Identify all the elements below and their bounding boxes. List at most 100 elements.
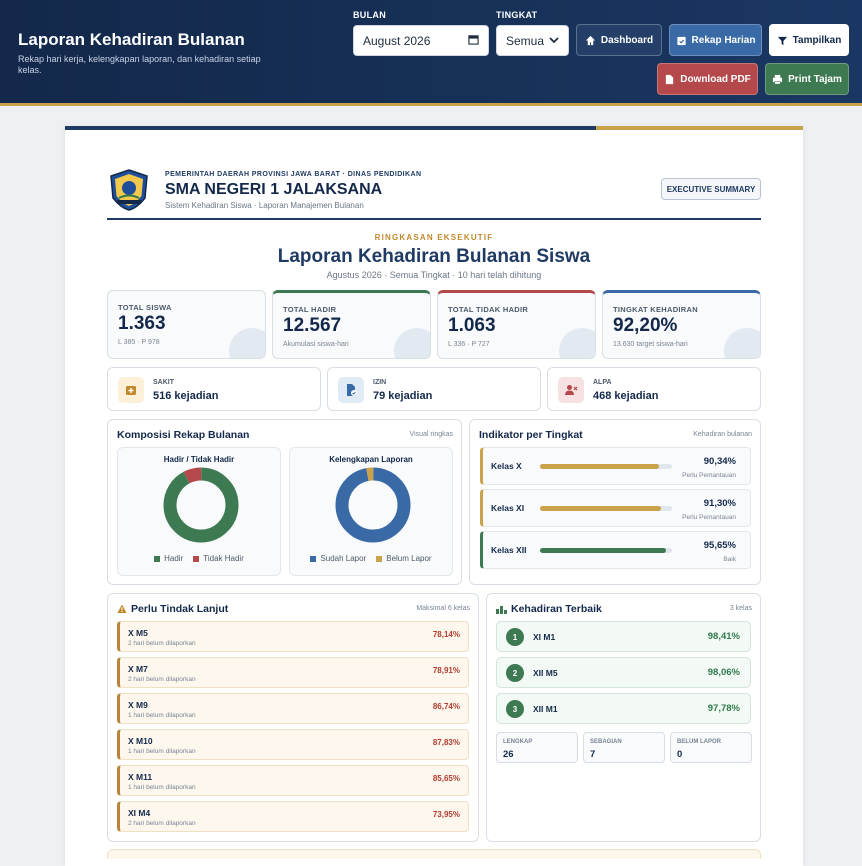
indikator-percent: 91,30% (703, 498, 736, 509)
stat-decoration (394, 328, 430, 358)
indikator-label: Kelas X (491, 461, 522, 471)
home-icon (585, 35, 595, 45)
podium-icon (496, 606, 507, 614)
stat-decoration (559, 328, 595, 358)
best-row: 2 XII M5 98,06% (496, 657, 751, 688)
download-pdf-button[interactable]: Download PDF (657, 63, 758, 95)
hadir-donut-chart (163, 467, 239, 543)
absence-label: IZIN (373, 379, 387, 386)
stat-note: 13.630 target siswa-hari (613, 341, 688, 348)
stat-value: 12.567 (283, 315, 342, 336)
calendar-check-icon (676, 36, 686, 45)
stat-decoration (724, 328, 760, 358)
stat-card-total-hadir: TOTAL HADIR 12.567 Akumulasi siswa-hari (272, 290, 431, 359)
stat-value: 1.363 (118, 313, 166, 334)
laporan-chart-title: Kelengkapan Laporan (329, 455, 413, 464)
absence-label: ALPA (593, 379, 612, 386)
legend-item-sudah-lapor: Sudah Lapor (310, 554, 366, 563)
composition-title: Komposisi Rekap Bulanan (117, 429, 250, 441)
stat-label: TINGKAT KEHADIRAN (613, 305, 698, 314)
printer-icon (773, 74, 783, 84)
indikator-status: Baik (723, 556, 736, 563)
stat-note: L 336 · P 727 (448, 341, 490, 348)
indikator-progress-bar (540, 506, 672, 511)
hadir-chart-card: Hadir / Tidak Hadir Hadir Tidak Hadir (117, 447, 281, 576)
warning-icon (117, 604, 127, 613)
count-lengkap: LENGKAP 26 (496, 732, 578, 763)
legend-item-belum-lapor: Belum Lapor (376, 554, 432, 563)
tindak-lanjut-note: Maksimal 6 kelas (416, 605, 470, 612)
school-name: SMA NEGERI 1 JALAKSANA (165, 181, 383, 198)
composition-note: Visual ringkas (409, 431, 453, 438)
rank-badge: 2 (506, 664, 524, 682)
dashboard-label: Dashboard (600, 34, 654, 46)
indikator-label: Kelas XI (491, 503, 525, 513)
list-item: XI M4 2 hari belum dilaporkan 73,95% (117, 801, 469, 832)
indikator-row-kelas-xii: Kelas XII 95,65% Baik (480, 531, 751, 569)
indikator-progress-bar (540, 464, 672, 469)
bulan-value: August 2026 (363, 33, 431, 48)
chevron-down-icon (549, 34, 559, 48)
tindak-lanjut-title: Perlu Tindak Lanjut (117, 603, 228, 615)
report-kicker: RINGKASAN EKSEKUTIF (374, 233, 494, 242)
indikator-status: Perlu Pemantauan (682, 472, 736, 479)
calendar-icon (468, 34, 479, 48)
terbaik-title: Kehadiran Terbaik (496, 603, 602, 615)
stat-decoration (229, 328, 265, 358)
stat-card-total-tidak-hadir: TOTAL TIDAK HADIR 1.063 L 336 · P 727 (437, 290, 596, 359)
best-row: 1 XI M1 98,41% (496, 621, 751, 652)
stat-label: TOTAL HADIR (283, 305, 337, 314)
composition-panel: Komposisi Rekap Bulanan Visual ringkas H… (107, 419, 462, 585)
executive-summary-badge: EXECUTIVE SUMMARY (661, 178, 761, 200)
sakit-card: SAKIT 516 kejadian (107, 367, 321, 411)
document-check-icon (338, 377, 364, 403)
list-item: X M7 2 hari belum dilaporkan 78,91% (117, 657, 469, 688)
stat-note: L 385 · P 978 (118, 339, 160, 346)
absence-value: 516 kejadian (153, 390, 219, 402)
tingkat-label: TINGKAT (496, 10, 538, 20)
print-tajam-button[interactable]: Print Tajam (765, 63, 849, 95)
indikator-percent: 90,34% (703, 456, 736, 467)
download-pdf-label: Download PDF (680, 73, 751, 85)
donut-slice-sudah-lapor (335, 467, 411, 543)
indikator-label: Kelas XII (491, 545, 527, 555)
hadir-chart-legend: Hadir Tidak Hadir (118, 554, 280, 563)
absence-value: 468 kejadian (593, 390, 659, 402)
izin-card: IZIN 79 kejadian (327, 367, 541, 411)
tindak-lanjut-panel: Perlu Tindak Lanjut Maksimal 6 kelas X M… (107, 593, 479, 842)
absence-label: SAKIT (153, 379, 174, 386)
indikator-title: Indikator per Tingkat (479, 429, 583, 441)
government-label: PEMERINTAH DAERAH PROVINSI JAWA BARAT · … (165, 171, 422, 178)
list-item: X M9 1 hari belum dilaporkan 86,74% (117, 693, 469, 724)
paper-top-bar-gold (596, 126, 803, 130)
report-paper: PEMERINTAH DAERAH PROVINSI JAWA BARAT · … (65, 126, 803, 866)
bulan-input[interactable]: August 2026 (353, 25, 489, 56)
indikator-progress-bar (540, 548, 672, 553)
rekap-harian-button[interactable]: Rekap Harian (669, 24, 762, 56)
hadir-chart-title: Hadir / Tidak Hadir (163, 455, 235, 464)
rank-badge: 3 (506, 700, 524, 718)
donut-slice-belum-lapor (335, 467, 411, 543)
stat-card-tingkat-kehadiran: TINGKAT KEHADIRAN 92,20% 13.630 target s… (602, 290, 761, 359)
list-item: X M11 1 hari belum dilaporkan 85,65% (117, 765, 469, 796)
stat-note: Akumulasi siswa-hari (283, 341, 349, 348)
rank-badge: 1 (506, 628, 524, 646)
dashboard-button[interactable]: Dashboard (576, 24, 662, 56)
tingkat-select[interactable]: Semua (496, 25, 569, 56)
pdf-file-icon (666, 74, 674, 84)
absence-value: 79 kejadian (373, 390, 433, 402)
laporan-chart-legend: Sudah Lapor Belum Lapor (290, 554, 452, 563)
page-title: Laporan Kehadiran Bulanan (18, 30, 245, 49)
tampilkan-button[interactable]: Tampilkan (769, 24, 849, 56)
stat-value: 92,20% (613, 315, 678, 336)
indikator-row-kelas-xi: Kelas XI 91,30% Perlu Pemantauan (480, 489, 751, 527)
legend-item-tidak-hadir: Tidak Hadir (193, 554, 244, 563)
header-divider (107, 218, 761, 220)
page-subtitle: Rekap hari kerja, kelengkapan laporan, d… (18, 54, 261, 75)
user-x-icon (558, 377, 584, 403)
list-item: X M10 1 hari belum dilaporkan 87,83% (117, 729, 469, 760)
print-tajam-label: Print Tajam (788, 73, 842, 85)
legend-item-hadir: Hadir (154, 554, 183, 563)
count-belum-lapor: BELUM LAPOR 0 (670, 732, 752, 763)
school-logo-icon (107, 168, 151, 212)
